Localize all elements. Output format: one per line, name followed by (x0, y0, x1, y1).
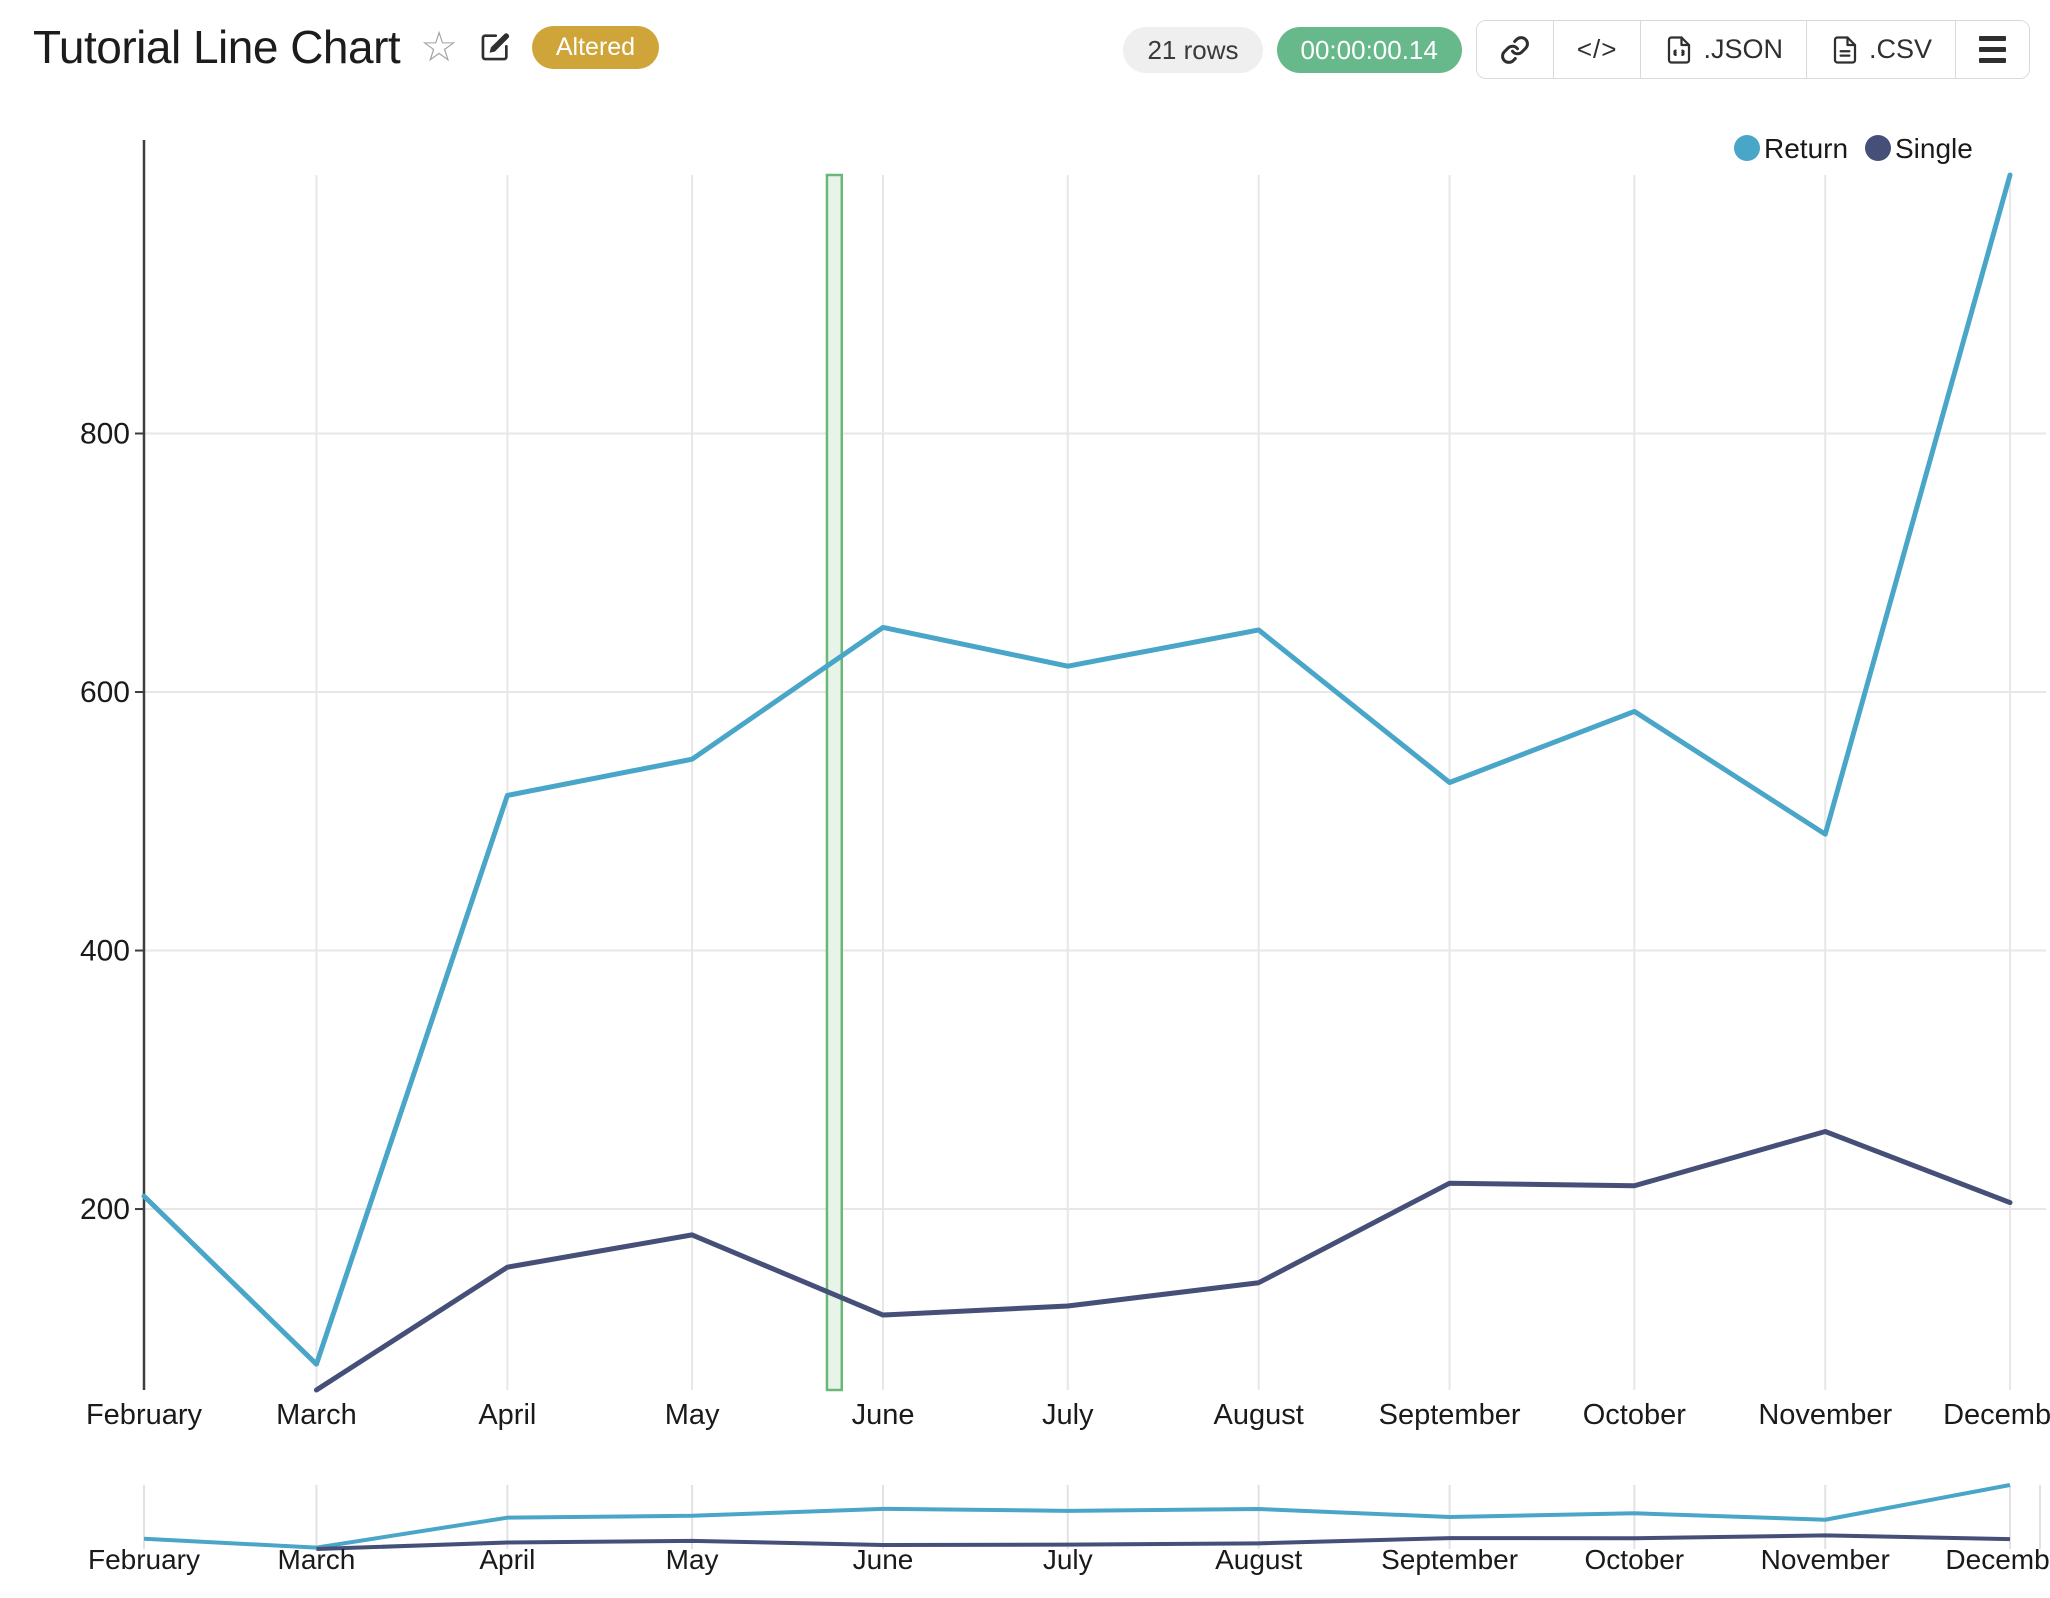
hamburger-icon (1979, 36, 2006, 63)
svg-text:September: September (1379, 1399, 1521, 1431)
export-button-group: </> .JSON .CSV (1475, 20, 2030, 79)
svg-text:February: February (86, 1399, 203, 1431)
legend-marker-single (1865, 135, 1891, 161)
range-series-single (316, 1533, 2011, 1551)
series-return-line (141, 172, 2013, 1367)
legend-item-return[interactable]: Return (1734, 133, 1848, 164)
svg-text:December: December (1945, 1544, 2050, 1575)
favorite-star-icon[interactable]: ☆ (420, 22, 458, 71)
range-series-return (143, 1483, 2011, 1550)
svg-text:November: November (1761, 1544, 1890, 1575)
svg-text:Single: Single (1895, 133, 1973, 164)
toolbar: 21 rows 00:00:00.14 </> .JSON (1123, 20, 2030, 79)
title-group: Tutorial Line Chart ☆ Altered (33, 20, 660, 74)
svg-text:September: September (1381, 1544, 1518, 1575)
download-csv-button[interactable]: .CSV (1805, 21, 1955, 78)
embed-code-button[interactable]: </> (1552, 21, 1641, 78)
header: Tutorial Line Chart ☆ Altered 21 rows 00… (0, 0, 2050, 79)
svg-text:February: February (88, 1544, 200, 1575)
svg-text:July: July (1043, 1544, 1093, 1575)
svg-text:June: June (852, 1399, 915, 1431)
svg-text:600: 600 (80, 676, 130, 709)
edit-icon[interactable] (478, 30, 512, 64)
main-grid (143, 175, 2046, 1390)
download-json-button[interactable]: .JSON (1640, 21, 1806, 78)
svg-text:May: May (665, 1399, 720, 1431)
link-icon (1500, 35, 1529, 64)
svg-text:200: 200 (80, 1193, 130, 1226)
page-title: Tutorial Line Chart (33, 21, 401, 73)
svg-text:Return: Return (1764, 133, 1848, 164)
json-file-icon (1668, 35, 1691, 64)
svg-text:March: March (276, 1399, 357, 1431)
svg-text:April: April (479, 1544, 535, 1575)
csv-file-icon (1833, 35, 1857, 64)
svg-text:June: June (853, 1544, 914, 1575)
svg-text:800: 800 (80, 418, 130, 451)
x-axis-labels: February March April May June July August Septe… (86, 1399, 2050, 1431)
runtime-badge: 00:00:00.14 (1276, 26, 1462, 73)
highlight-bar (825, 173, 843, 1392)
svg-text:August: August (1215, 1544, 1302, 1575)
row-count-badge: 21 rows (1123, 26, 1263, 73)
altered-status-badge: Altered (531, 25, 660, 69)
range-selector[interactable]: February March April May June July August Septe… (88, 1483, 2050, 1575)
legend-item-single[interactable]: Single (1865, 133, 1973, 164)
legend-marker-return (1734, 135, 1760, 161)
svg-text:October: October (1585, 1544, 1685, 1575)
svg-text:December: December (1943, 1399, 2050, 1431)
svg-text:November: November (1758, 1399, 1892, 1431)
svg-text:March: March (278, 1544, 356, 1575)
code-icon: </> (1576, 34, 1618, 64)
svg-text:October: October (1583, 1399, 1686, 1431)
more-menu-button[interactable] (1955, 21, 2029, 78)
y-axis: 200 400 600 800 (80, 140, 146, 1390)
share-link-button[interactable] (1476, 21, 1553, 78)
svg-text:400: 400 (80, 935, 130, 968)
svg-text:July: July (1042, 1399, 1094, 1431)
svg-text:August: August (1214, 1399, 1304, 1431)
svg-text:May: May (666, 1544, 719, 1575)
svg-text:April: April (478, 1399, 536, 1431)
series-single-line (313, 1128, 2013, 1393)
legend: Return Single (1734, 133, 1973, 164)
